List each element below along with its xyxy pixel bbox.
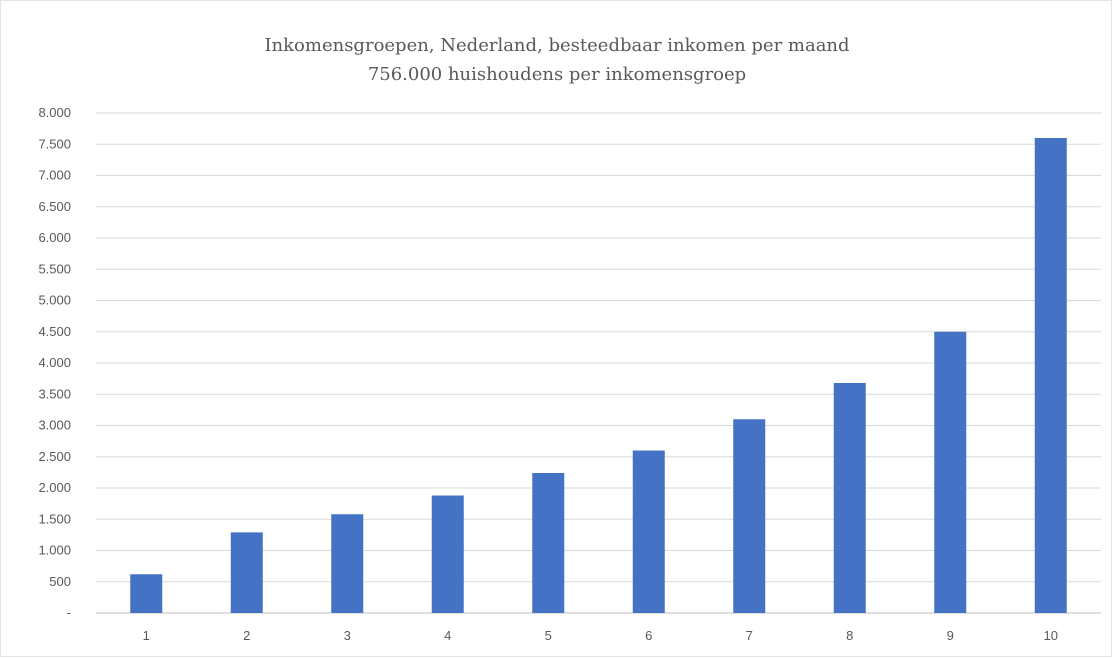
x-tick-label: 2 — [243, 628, 250, 643]
chart-title: Inkomensgroepen, Nederland, besteedbaar … — [264, 35, 849, 56]
x-tick-label: 5 — [545, 628, 552, 643]
bar-6 — [632, 450, 665, 613]
y-tick-label: 4.500 — [38, 324, 71, 339]
y-tick-label: 5.500 — [38, 261, 71, 276]
bar-3 — [331, 514, 364, 613]
x-tick-label: 4 — [444, 628, 451, 643]
y-tick-label: 8.000 — [38, 105, 71, 120]
bar-9 — [934, 331, 967, 613]
x-tick-label: 9 — [947, 628, 954, 643]
y-tick-label: 1.000 — [38, 543, 71, 558]
y-tick-label: 6.000 — [38, 230, 71, 245]
bar-7 — [733, 419, 766, 613]
y-tick-label: 1.500 — [38, 511, 71, 526]
bar-5 — [532, 473, 565, 613]
bar-1 — [130, 574, 163, 613]
bar-10 — [1034, 138, 1067, 613]
y-tick-label: 2.500 — [38, 449, 71, 464]
x-tick-label: 8 — [846, 628, 853, 643]
gridlines — [96, 112, 1101, 614]
y-tick-label: 3.500 — [38, 386, 71, 401]
x-tick-label: 3 — [344, 628, 351, 643]
bars — [130, 138, 1067, 613]
y-tick-label: 4.000 — [38, 355, 71, 370]
y-tick-label: 2.000 — [38, 480, 71, 495]
y-tick-label: 5.000 — [38, 293, 71, 308]
x-tick-label: 1 — [143, 628, 150, 643]
x-tick-label: 6 — [645, 628, 652, 643]
bar-8 — [833, 383, 866, 613]
bar-4 — [431, 495, 464, 613]
x-tick-label: 7 — [746, 628, 753, 643]
y-tick-label: 7.500 — [38, 136, 71, 151]
y-tick-label: 3.000 — [38, 418, 71, 433]
y-axis-tick-labels: - 500 1.000 1.500 2.000 2.500 3.000 3.500 4.000 4… — [38, 105, 71, 620]
chart-subtitle: 756.000 huishoudens per inkomensgroep — [368, 64, 746, 85]
y-tick-label: 6.500 — [38, 199, 71, 214]
x-axis-tick-labels: 1 2 3 4 5 6 7 8 9 10 — [143, 628, 1058, 643]
bar-2 — [230, 532, 263, 613]
y-tick-label: 500 — [49, 574, 71, 589]
y-tick-label: 7.000 — [38, 168, 71, 183]
x-tick-label: 10 — [1044, 628, 1058, 643]
y-tick-label: - — [67, 605, 71, 620]
